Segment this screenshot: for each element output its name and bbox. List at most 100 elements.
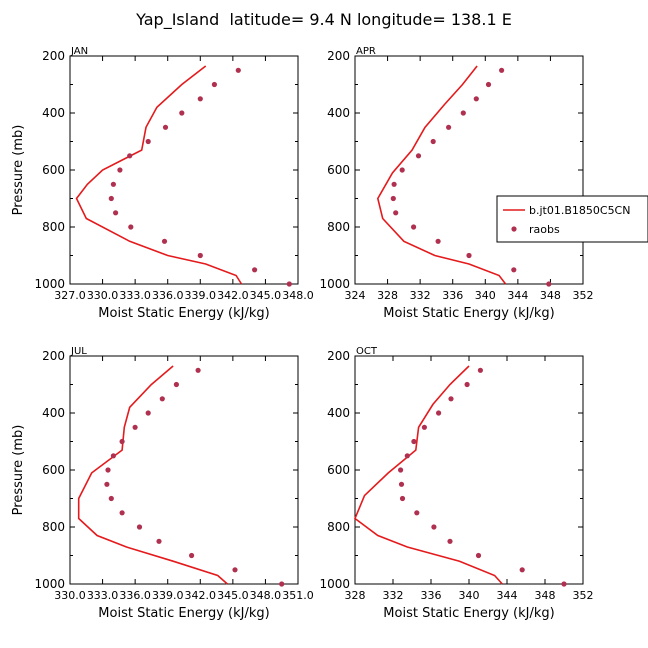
raob-point [173, 381, 179, 388]
raob-point [108, 195, 114, 202]
x-tick-label: 333.0 [87, 589, 119, 602]
raob-point [431, 524, 437, 530]
raob-point [127, 153, 133, 159]
x-axis-label: Moist Static Energy (kJ/kg) [98, 606, 269, 621]
raob-point [447, 538, 453, 544]
raob-point [435, 238, 441, 244]
raob-point [132, 424, 138, 430]
x-tick-label: 345.0 [217, 589, 249, 602]
legend-model-label: b.jt01.B1850C5CN [529, 204, 630, 217]
raob-point [286, 281, 292, 287]
x-tick-label: 352 [573, 289, 594, 302]
x-axis-label: Moist Static Energy (kJ/kg) [383, 306, 554, 321]
legend-box [496, 195, 648, 243]
legend: b.jt01.B1850C5CN raobs [496, 195, 648, 243]
raob-point [404, 453, 410, 459]
raob-point [411, 438, 417, 445]
raob-point [436, 410, 442, 416]
raob-point [279, 581, 285, 587]
raob-point [485, 81, 492, 88]
x-tick-label: 336.0 [119, 589, 151, 602]
raob-point [197, 252, 203, 259]
raob-point [197, 96, 203, 102]
x-axis-label: Moist Static Energy (kJ/kg) [383, 606, 554, 621]
y-tick-label: 800 [327, 520, 350, 534]
raob-point [117, 167, 123, 173]
x-tick-label: 340 [459, 589, 480, 602]
raob-point [399, 167, 405, 173]
raob-point [446, 124, 452, 130]
y-tick-label: 800 [42, 520, 65, 534]
panel-label: JUL [70, 346, 87, 357]
raob-point [211, 81, 217, 88]
raob-point [391, 181, 397, 187]
x-tick-label: 330.0 [87, 289, 119, 302]
raob-point [162, 124, 169, 130]
x-tick-label: 348 [540, 289, 561, 302]
raob-point [113, 210, 119, 216]
raob-point [145, 138, 151, 145]
x-tick-label: 351.0 [282, 589, 314, 602]
x-tick-label: 340 [475, 289, 496, 302]
model-profile-line [77, 365, 228, 585]
model-profile-line [354, 365, 503, 585]
raob-point [110, 181, 116, 187]
y-tick-label: 200 [42, 49, 65, 63]
raob-point [110, 453, 116, 459]
figure-title: Yap_Island latitude= 9.4 N longitude= 13… [135, 10, 512, 30]
raob-point [561, 581, 567, 587]
raob-point [466, 252, 472, 259]
model-profile-line [75, 65, 243, 285]
y-tick-label: 800 [327, 220, 350, 234]
y-tick-label: 1000 [319, 277, 350, 291]
y-tick-label: 200 [42, 349, 65, 363]
y-tick-label: 600 [327, 163, 350, 177]
y-tick-label: 200 [327, 349, 350, 363]
x-axis-label: Moist Static Energy (kJ/kg) [98, 306, 269, 321]
x-tick-label: 348.0 [250, 589, 282, 602]
raob-point [235, 67, 241, 73]
y-tick-label: 600 [42, 463, 65, 477]
legend-dot-swatch [511, 226, 517, 232]
y-tick-label: 400 [42, 106, 65, 120]
x-tick-label: 330.0 [54, 589, 86, 602]
x-tick-label: 332 [383, 589, 404, 602]
raob-point [448, 396, 454, 402]
x-tick-label: 336 [421, 589, 442, 602]
x-tick-label: 327.0 [54, 289, 86, 302]
raob-point [105, 467, 111, 473]
raob-point [104, 481, 110, 487]
raob-point [398, 467, 404, 473]
raob-point [415, 153, 422, 159]
x-tick-label: 336.0 [152, 289, 184, 302]
y-tick-label: 400 [327, 106, 350, 120]
raob-point [136, 524, 143, 530]
y-tick-label: 1000 [319, 577, 350, 591]
raob-point [159, 396, 165, 402]
panel-label: JAN [70, 46, 88, 57]
y-tick-label: 600 [42, 163, 65, 177]
raob-point [232, 567, 238, 573]
raob-point [252, 267, 258, 273]
x-tick-label: 332 [410, 289, 431, 302]
raob-point [464, 381, 470, 388]
raob-point [399, 495, 406, 502]
raob-point [477, 367, 483, 373]
raob-point [411, 224, 417, 230]
raob-point [128, 224, 134, 230]
raob-point [475, 552, 482, 559]
x-tick-label: 342.0 [185, 589, 217, 602]
panel-label: OCT [356, 346, 378, 357]
x-tick-label: 328 [377, 289, 398, 302]
raob-point [390, 195, 396, 202]
x-tick-label: 352 [573, 589, 594, 602]
raob-point [460, 110, 466, 116]
raob-point [145, 410, 151, 416]
x-tick-label: 336 [442, 289, 463, 302]
x-tick-label: 324 [345, 289, 366, 302]
y-axis-label: Pressure (mb) [11, 125, 26, 216]
raob-point [108, 495, 114, 502]
